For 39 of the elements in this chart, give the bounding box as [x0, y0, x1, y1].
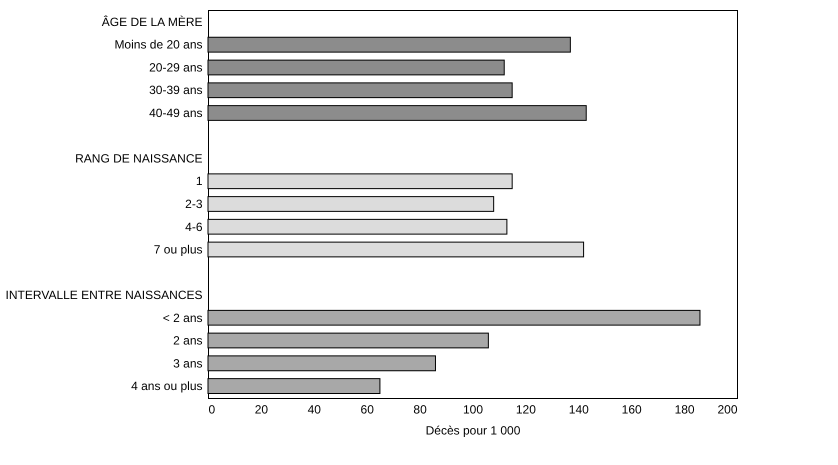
y-tick-label: 7 ou plus: [154, 242, 202, 257]
y-tick-label: 3 ans: [173, 356, 202, 370]
y-tick-label: 2-3: [185, 197, 203, 211]
x-tick-label: 60: [360, 402, 374, 416]
x-tick-label: 200: [717, 402, 738, 416]
y-tick-label: RANG DE NAISSANCE: [75, 151, 202, 166]
y-tick-label: INTERVALLE ENTRE NAISSANCES: [6, 288, 202, 302]
x-tick-label: 40: [308, 402, 322, 416]
bar: [208, 173, 513, 190]
bar: [208, 196, 494, 212]
y-tick-label: 20-29 ans: [149, 60, 202, 74]
x-tick-label: 20: [254, 402, 268, 416]
x-axis-title: Décès pour 1 000: [426, 424, 521, 438]
y-tick-label: 2 ans: [173, 334, 202, 348]
x-tick-label: 80: [413, 402, 428, 416]
y-tick-label: ÂGE DE LA MÈRE: [102, 14, 202, 29]
bar: [208, 36, 571, 53]
bar: [208, 355, 436, 372]
x-tick-label: 100: [462, 402, 484, 416]
bar: [208, 332, 489, 348]
y-tick-label: 40-49 ans: [149, 106, 202, 120]
bar: [208, 105, 587, 121]
y-tick-label: < 2 ans: [162, 310, 202, 325]
y-tick-label: 1: [196, 174, 203, 188]
x-tick-label: 0: [208, 402, 216, 416]
y-tick-label: 4 ans ou plus: [131, 379, 202, 394]
bar: [208, 60, 505, 76]
bar: [208, 242, 584, 258]
x-tick-label: 160: [622, 402, 642, 416]
bar: [208, 82, 513, 98]
y-tick-label: Moins de 20 ans: [114, 38, 202, 52]
x-tick-label: 120: [516, 402, 536, 416]
x-tick-label: 180: [674, 402, 695, 416]
x-tick-label: 140: [568, 402, 590, 416]
bar: [208, 378, 380, 394]
y-tick-label: 30-39 ans: [149, 83, 202, 98]
bar: [208, 310, 700, 326]
bar: [208, 218, 508, 235]
y-tick-label: 4-6: [185, 220, 203, 234]
